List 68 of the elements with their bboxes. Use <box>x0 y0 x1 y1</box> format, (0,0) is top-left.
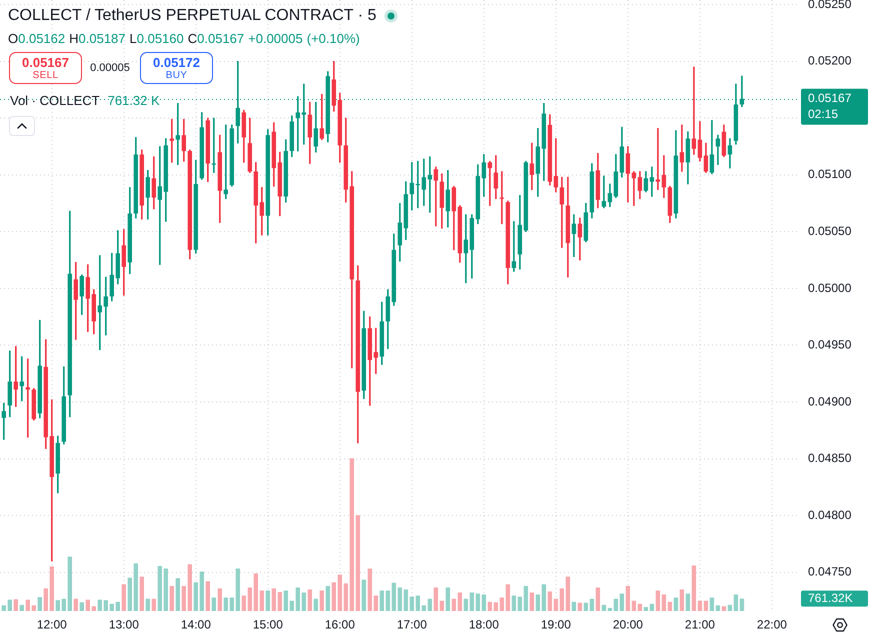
y-tick-label: 0.04950 <box>808 338 852 352</box>
bar <box>446 587 450 611</box>
chart-title: COLLECT / TetherUS PERPETUAL CONTRACT · 5 <box>8 6 376 26</box>
annotation: 0.05172 <box>152 55 201 70</box>
bar <box>152 598 156 611</box>
y-tick-label: 0.05050 <box>808 224 852 238</box>
bar <box>710 598 714 611</box>
y-tick-label: 0.05000 <box>808 280 852 295</box>
buy-button: 0.05172 BUY <box>140 52 213 84</box>
x-tick-label: 16:00 <box>324 618 356 632</box>
x-tick-label: 22:00 <box>756 618 788 632</box>
bar <box>734 594 738 611</box>
bar <box>692 565 696 611</box>
bar <box>206 581 210 611</box>
bar <box>530 592 534 611</box>
chart-title: Vol · COLLECT <box>10 93 100 108</box>
annotation: SELL <box>32 70 60 82</box>
x-tick-label: 17:00 <box>396 618 428 632</box>
bar <box>212 598 216 611</box>
bar <box>680 589 684 611</box>
y-tick-label: 0.05100 <box>808 167 852 182</box>
bar <box>362 580 366 611</box>
bar <box>266 590 270 611</box>
bar <box>686 594 690 611</box>
bar <box>14 599 18 611</box>
sell-button: 0.05167 SELL <box>9 52 82 84</box>
x-tick-label: 19:00 <box>540 618 572 632</box>
bar <box>38 597 42 611</box>
bar <box>170 586 174 611</box>
bar <box>308 589 312 611</box>
bar <box>596 587 600 611</box>
bar <box>20 604 24 611</box>
bar <box>218 588 222 611</box>
bar <box>674 598 678 611</box>
bar <box>122 584 126 611</box>
y-tick-label: 0.05200 <box>808 54 852 68</box>
bar <box>146 598 150 611</box>
x-tick-label: 21:00 <box>684 618 716 632</box>
bar <box>314 598 318 611</box>
y-tick-label: 0.04850 <box>808 451 852 466</box>
ref-line-label: 0.05167 <box>808 91 852 106</box>
bar <box>572 602 576 611</box>
bar <box>578 602 582 611</box>
bar <box>320 590 324 611</box>
text: 02:15 <box>808 107 838 122</box>
x-tick-label: 18:00 <box>468 618 500 632</box>
x-tick-label: 20:00 <box>612 618 644 632</box>
bar <box>176 578 180 611</box>
bar <box>80 602 84 611</box>
x-tick-label: 12:00 <box>36 618 68 632</box>
bar <box>716 605 720 611</box>
y-tick-label: 0.04900 <box>808 394 852 408</box>
bar <box>326 586 330 611</box>
bar <box>74 598 78 611</box>
bar <box>740 598 744 611</box>
chart-subtitle: 761.32 K <box>108 93 160 108</box>
x-tick-label: 14:00 <box>180 618 212 632</box>
x-tick-label: 13:00 <box>108 618 140 632</box>
bar <box>728 604 732 611</box>
text: 761.32K <box>808 590 853 605</box>
text: O0.05162 H0.05187 L0.05160 C0.05167 +0.00005 (+0.10%) <box>8 31 360 47</box>
annotation: 0.05167 <box>21 55 70 70</box>
x-tick-label: 15:00 <box>252 618 284 632</box>
annotation: BUY <box>164 70 188 82</box>
annotation: 0.00005 <box>89 62 131 75</box>
y-tick-label: 0.04750 <box>808 564 852 579</box>
bar <box>140 576 144 611</box>
y-tick-label: 0.04800 <box>808 508 852 522</box>
